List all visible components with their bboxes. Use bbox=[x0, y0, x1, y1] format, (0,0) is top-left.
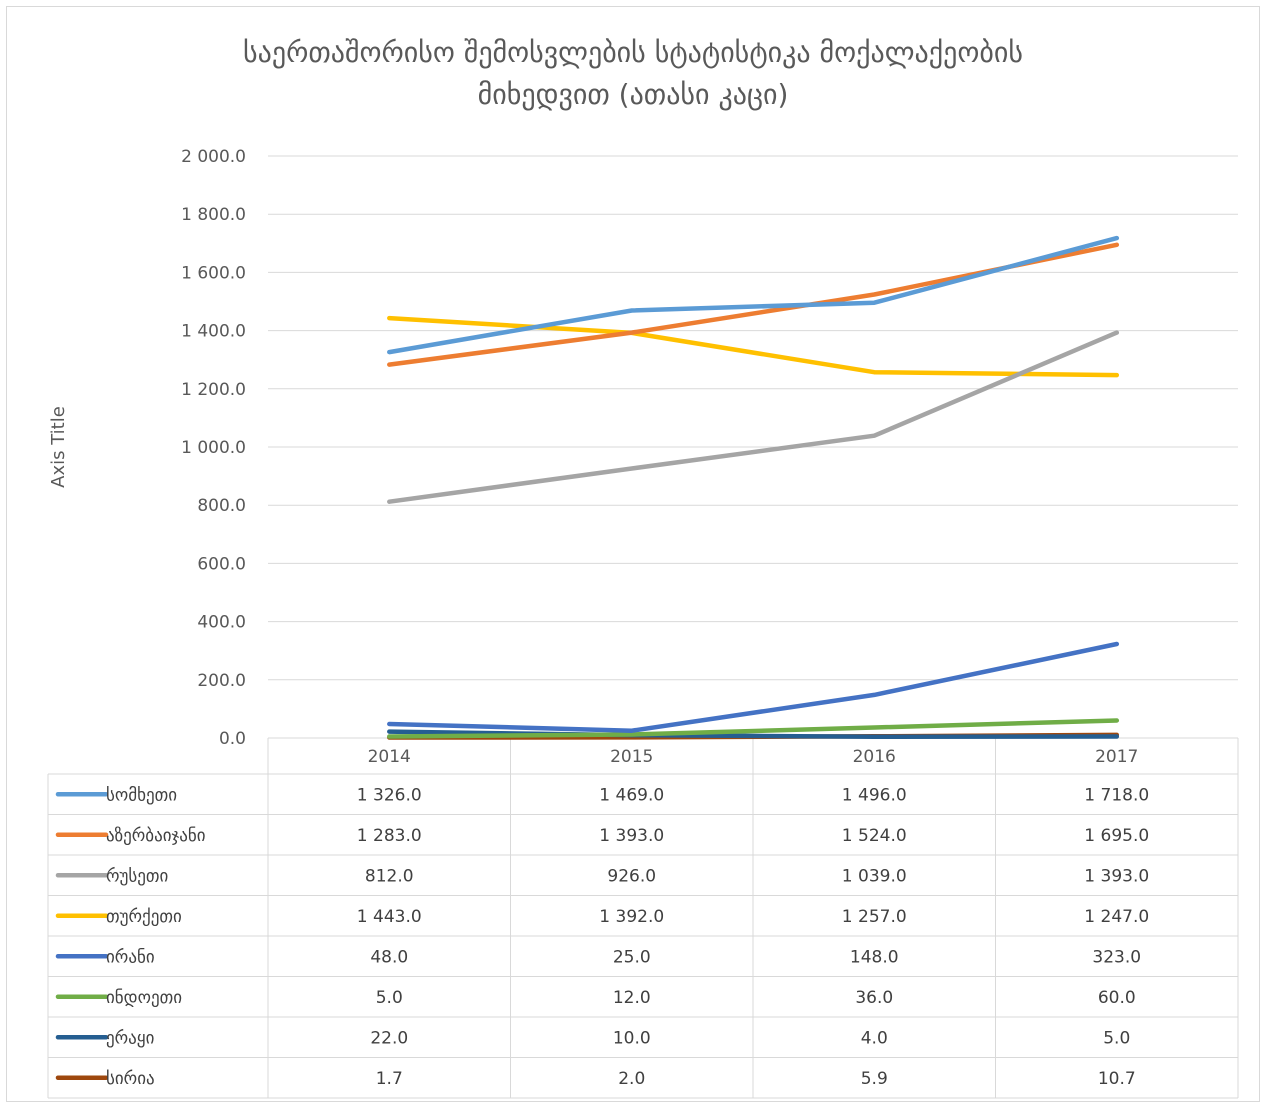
data-cell: 12.0 bbox=[613, 988, 651, 1008]
series-name: რუსეთი bbox=[106, 866, 168, 886]
y-tick-label: 1 200.0 bbox=[181, 380, 246, 400]
series-name: სომხეთი bbox=[106, 785, 177, 805]
data-cell: 148.0 bbox=[850, 947, 899, 967]
y-tick-label: 1 000.0 bbox=[181, 438, 246, 458]
data-cell: 1 247.0 bbox=[1084, 907, 1149, 927]
data-cell: 926.0 bbox=[607, 866, 656, 886]
data-cell: 1 326.0 bbox=[357, 785, 422, 805]
series-line bbox=[387, 641, 1120, 733]
data-cell: 25.0 bbox=[613, 947, 651, 967]
data-cell: 22.0 bbox=[370, 1028, 408, 1048]
y-tick-label: 1 400.0 bbox=[181, 322, 246, 342]
data-cell: 1 469.0 bbox=[599, 785, 664, 805]
data-cell: 10.0 bbox=[613, 1028, 651, 1048]
data-cell: 1 524.0 bbox=[842, 826, 907, 846]
data-cell: 4.0 bbox=[861, 1028, 888, 1048]
data-cell: 5.0 bbox=[1103, 1028, 1130, 1048]
series-line bbox=[387, 315, 1120, 378]
y-tick-label: 400.0 bbox=[197, 613, 246, 633]
data-cell: 48.0 bbox=[370, 947, 408, 967]
series-line bbox=[387, 235, 1120, 355]
series-name: თურქეთი bbox=[106, 907, 182, 927]
x-category-label: 2017 bbox=[1095, 747, 1138, 767]
series-name: ერაყი bbox=[106, 1028, 154, 1048]
data-cell: 1 393.0 bbox=[599, 826, 664, 846]
chart-frame bbox=[6, 6, 1260, 1102]
data-cell: 1 039.0 bbox=[842, 866, 907, 886]
y-tick-label: 0.0 bbox=[219, 729, 246, 749]
data-cell: 323.0 bbox=[1092, 947, 1141, 967]
data-cell: 36.0 bbox=[855, 988, 893, 1008]
data-cell: 1 443.0 bbox=[357, 907, 422, 927]
data-cell: 1 392.0 bbox=[599, 907, 664, 927]
data-cell: 60.0 bbox=[1098, 988, 1136, 1008]
data-cell: 1 283.0 bbox=[357, 826, 422, 846]
data-cell: 1 393.0 bbox=[1084, 866, 1149, 886]
x-category-label: 2015 bbox=[610, 747, 653, 767]
y-tick-label: 1 800.0 bbox=[181, 205, 246, 225]
y-axis-title: Axis Title bbox=[48, 406, 69, 488]
chart-title-line: მიხედვით (ათასი კაცი) bbox=[478, 78, 789, 111]
data-cell: 1 695.0 bbox=[1084, 826, 1149, 846]
series-name: ინდოეთი bbox=[106, 988, 182, 1008]
x-category-label: 2014 bbox=[368, 747, 411, 767]
series-name: აზერბაიჯანი bbox=[106, 826, 206, 846]
data-cell: 10.7 bbox=[1098, 1069, 1136, 1089]
data-cell: 1 257.0 bbox=[842, 907, 907, 927]
y-tick-label: 1 600.0 bbox=[181, 263, 246, 283]
series-line bbox=[387, 718, 1120, 739]
y-tick-label: 200.0 bbox=[197, 671, 246, 691]
data-cell: 812.0 bbox=[365, 866, 414, 886]
data-cell: 1 496.0 bbox=[842, 785, 907, 805]
series-name: ირანი bbox=[106, 947, 155, 967]
y-tick-label: 600.0 bbox=[197, 554, 246, 574]
data-cell: 5.0 bbox=[376, 988, 403, 1008]
data-cell: 1 718.0 bbox=[1084, 785, 1149, 805]
data-cell: 1.7 bbox=[376, 1069, 403, 1089]
data-cell: 2.0 bbox=[618, 1069, 645, 1089]
data-cell: 5.9 bbox=[861, 1069, 888, 1089]
x-category-label: 2016 bbox=[853, 747, 896, 767]
series-name: სირია bbox=[106, 1069, 155, 1089]
y-tick-label: 800.0 bbox=[197, 496, 246, 516]
chart-title-line: საერთაშორისო შემოსვლების სტატისტიკა მოქა… bbox=[243, 36, 1023, 69]
y-tick-label: 2 000.0 bbox=[181, 147, 246, 167]
series-line bbox=[387, 330, 1120, 504]
